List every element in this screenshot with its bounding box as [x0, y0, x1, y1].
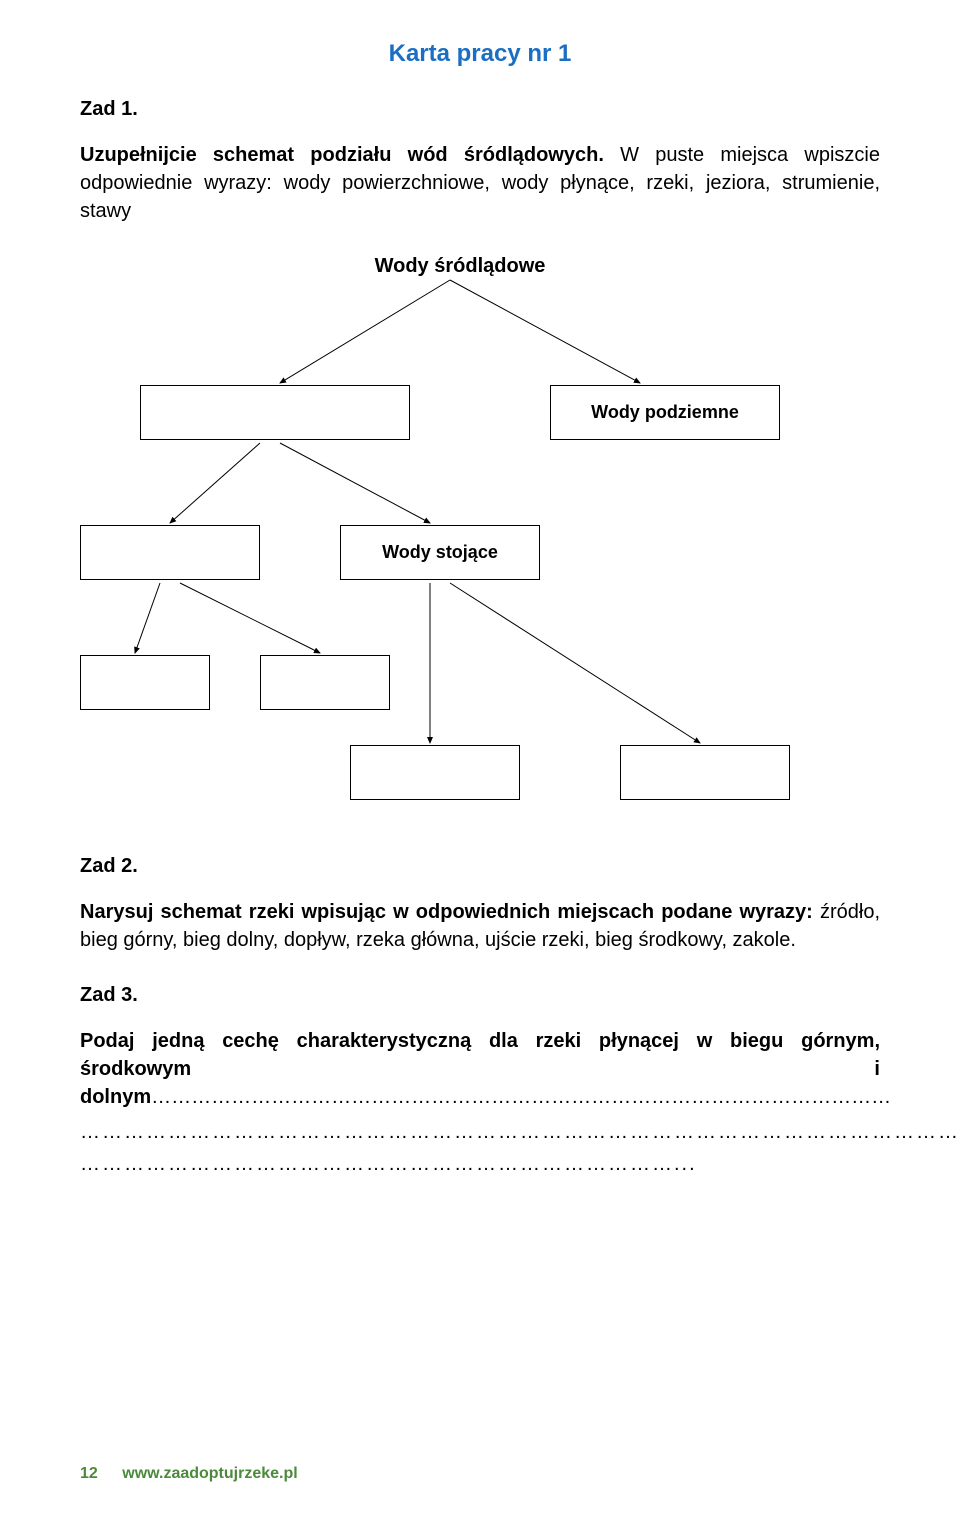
diagram-box-b_left1	[140, 385, 410, 440]
diagram-box-b_r3b	[620, 745, 790, 800]
diagram-box-b_r3a	[350, 745, 520, 800]
diagram: Wody śródlądowe Wody podziemne Wody stoją…	[80, 255, 880, 815]
zad1-text: Uzupełnijcie schemat podziału wód śródlą…	[80, 141, 880, 225]
footer: 12 www.zaadoptujrzeke.pl	[80, 1465, 298, 1483]
zad2-bold: Narysuj schemat rzeki wpisując w odpowie…	[80, 901, 813, 923]
zad1-intro-bold: Uzupełnijcie schemat podziału wód śródlą…	[80, 144, 604, 166]
zad3-dots1: …………………………………………………………………………………………………	[151, 1086, 891, 1108]
diagram-box-b_right1: Wody podziemne	[550, 385, 780, 440]
footer-url: www.zaadoptujrzeke.pl	[122, 1465, 297, 1482]
worksheet-title: Karta pracy nr 1	[80, 40, 880, 68]
zad3-dots3: ………………………………………………………………………...	[80, 1148, 880, 1180]
zad3-dots2: ……………………………………………………………………………………………………………	[80, 1116, 880, 1148]
zad3-text: Podaj jedną cechę charakterystyczną dla …	[80, 1027, 880, 1111]
zad3-heading: Zad 3.	[80, 984, 880, 1007]
diagram-box-b_left2	[80, 525, 260, 580]
zad2-text: Narysuj schemat rzeki wpisując w odpowie…	[80, 898, 880, 954]
zad2-heading: Zad 2.	[80, 855, 880, 878]
page-number: 12	[80, 1465, 98, 1482]
diagram-box-b_right2: Wody stojące	[340, 525, 540, 580]
diagram-root-label: Wody śródlądowe	[360, 255, 560, 278]
diagram-box-b_l3a	[80, 655, 210, 710]
diagram-box-b_l3b	[260, 655, 390, 710]
zad1-heading: Zad 1.	[80, 98, 880, 121]
